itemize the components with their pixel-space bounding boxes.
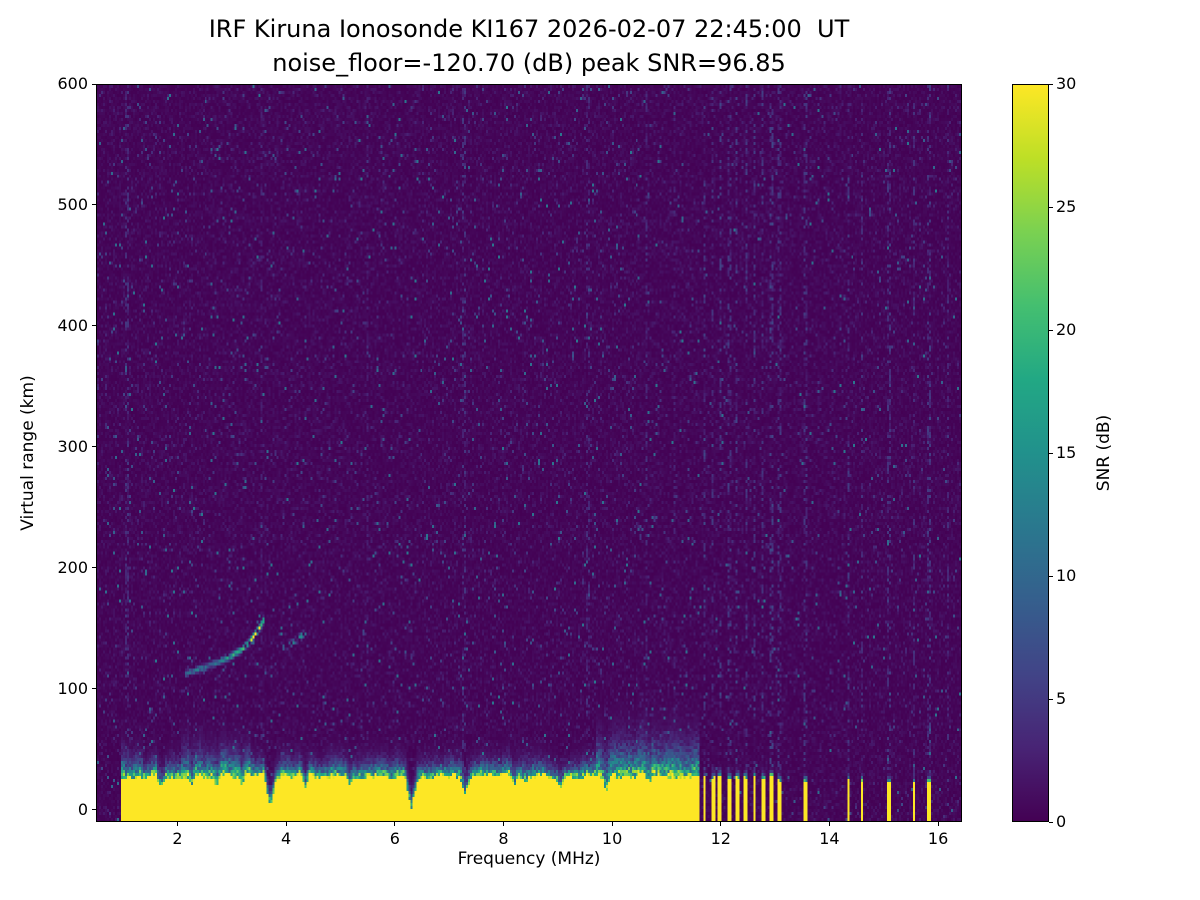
colorbar — [1012, 84, 1049, 822]
colorbar-tick-label: 0 — [1056, 812, 1067, 831]
y-tick-label: 500 — [57, 194, 88, 214]
colorbar-label: SNR (dB) — [1094, 414, 1114, 492]
x-tick-label: 14 — [819, 829, 840, 848]
x-tick-mark — [937, 822, 939, 826]
x-tick-label: 8 — [498, 829, 509, 848]
y-tick-label: 400 — [57, 315, 88, 335]
colorbar-tick-label: 15 — [1056, 443, 1077, 462]
colorbar-tick-mark — [1049, 698, 1053, 700]
y-tick-mark — [92, 325, 96, 327]
x-axis-label: Frequency (MHz) — [457, 849, 601, 869]
x-tick-mark — [394, 822, 396, 826]
y-tick-mark — [92, 204, 96, 206]
colorbar-tick-mark — [1049, 821, 1053, 823]
x-tick-mark — [502, 822, 504, 826]
y-tick-label: 100 — [57, 678, 88, 698]
colorbar-tick-label: 10 — [1056, 566, 1077, 585]
x-tick-label: 6 — [389, 829, 400, 848]
plot-area — [96, 84, 962, 822]
y-tick-label: 200 — [57, 557, 88, 577]
colorbar-tick-mark — [1049, 452, 1053, 454]
x-tick-mark — [285, 822, 287, 826]
x-tick-mark — [611, 822, 613, 826]
x-tick-label: 16 — [927, 829, 949, 848]
colorbar-tick-mark — [1049, 575, 1053, 577]
x-tick-label: 10 — [601, 829, 623, 848]
y-tick-mark — [92, 446, 96, 448]
colorbar-gradient — [1013, 85, 1048, 821]
chart-title: IRF Kiruna Ionosonde KI167 2026-02-07 22… — [96, 12, 962, 80]
x-tick-mark — [176, 822, 178, 826]
chart-title-line2: noise_floor=-120.70 (dB) peak SNR=96.85 — [272, 49, 786, 77]
y-axis-label: Virtual range (km) — [18, 375, 38, 531]
x-tick-label: 2 — [172, 829, 183, 848]
ionogram-heatmap-canvas — [97, 85, 961, 821]
y-tick-mark — [92, 809, 96, 811]
y-tick-mark — [92, 688, 96, 690]
y-tick-mark — [92, 83, 96, 85]
chart-title-line1: IRF Kiruna Ionosonde KI167 2026-02-07 22… — [208, 15, 850, 43]
x-tick-mark — [828, 822, 830, 826]
colorbar-tick-label: 30 — [1056, 74, 1077, 93]
y-tick-label: 0 — [77, 799, 88, 819]
x-tick-label: 12 — [710, 829, 731, 848]
y-tick-mark — [92, 567, 96, 569]
y-tick-label: 600 — [57, 74, 88, 93]
y-tick-label: 300 — [57, 436, 88, 456]
colorbar-tick-mark — [1049, 206, 1053, 208]
x-tick-mark — [720, 822, 722, 826]
colorbar-tick-mark — [1049, 329, 1053, 331]
colorbar-tick-label: 25 — [1056, 197, 1077, 216]
x-tick-label: 4 — [281, 829, 292, 848]
colorbar-tick-label: 5 — [1056, 689, 1067, 708]
colorbar-tick-mark — [1049, 83, 1053, 85]
colorbar-tick-label: 20 — [1056, 320, 1077, 339]
